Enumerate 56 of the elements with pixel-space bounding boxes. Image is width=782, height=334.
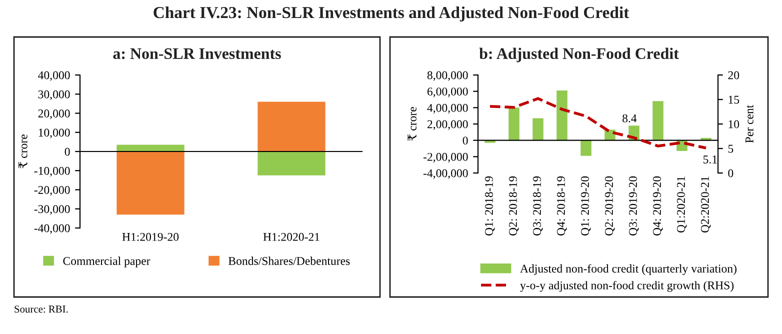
y-tick-label: 0 [64, 148, 70, 156]
y2-tick-label: 20 [728, 71, 740, 80]
y-tick-label: -40,000 [34, 224, 70, 234]
y2-tick-label: 15 [728, 96, 740, 104]
legend-label: Bonds/Shares/Debentures [228, 256, 350, 265]
source-note: Source: RBI. [14, 306, 68, 313]
x-tick-label: Q4: 2019-20 [652, 176, 663, 236]
bar [116, 152, 184, 215]
x-tick-label: Q3: 2019-20 [628, 176, 639, 236]
bar [116, 144, 184, 152]
bar [652, 101, 664, 140]
y-tick-label: 20,000 [38, 109, 70, 120]
y-axis-title: ₹ crore [408, 107, 416, 141]
x-tick-label: Q2: 2018-19 [508, 176, 519, 236]
y2-tick-label: 10 [728, 120, 740, 128]
line-series [488, 97, 708, 150]
y-tick-label: 8,00,000 [427, 71, 468, 81]
y2-axis-title: Per cent [746, 104, 754, 143]
y2-tick-label: 0 [728, 169, 734, 178]
x-tick-label: H1:2019-20 [122, 232, 179, 241]
x-tick-label: Q1: 2019-20 [580, 176, 591, 236]
legend-label: y-o-y adjusted non-food credit growth (RHS) [520, 280, 734, 292]
x-tick-label: Q1: 2018-19 [484, 176, 495, 236]
x-tick-label: Q2: 2019-20 [604, 176, 615, 236]
y-tick-label: 30,000 [38, 90, 70, 100]
bar [508, 108, 520, 140]
y2-tick-label: 5 [728, 144, 734, 153]
chart-title: a: Non-SLR Investments [113, 48, 281, 60]
y-tick-label: 2,00,000 [427, 120, 468, 130]
y-tick-label: -30,000 [34, 205, 70, 215]
x-tick-label: Q2:2020-21 [700, 176, 711, 233]
y-tick-label: 4,00,000 [427, 104, 468, 114]
y-tick-label: 40,000 [38, 71, 70, 81]
bar [556, 90, 568, 140]
x-tick-label: Q3: 2018-19 [532, 176, 543, 236]
y-tick-label: -20,000 [34, 186, 70, 196]
legend-label: Commercial paper [63, 256, 150, 268]
bar [532, 118, 544, 140]
annotation: 8.4 [622, 114, 637, 122]
y-tick-label: 10,000 [38, 128, 70, 138]
x-tick-label: Q1:2020-21 [676, 176, 687, 233]
y-axis-title: ₹ crore [18, 134, 28, 168]
bar [258, 102, 326, 152]
y-tick-label: -2,00,000 [423, 152, 468, 163]
y-tick-label: -4,00,000 [423, 169, 468, 179]
y-tick-label: 6,00,000 [427, 88, 468, 98]
y-tick-label: -10,000 [34, 166, 70, 177]
y-tick-label: 0 [462, 136, 468, 145]
chart-title: b: Adjusted Non-Food Credit [479, 48, 679, 62]
x-tick-label: H1:2020-21 [263, 232, 320, 241]
bar [580, 140, 592, 156]
text: Chart IV.23: Non-SLR Investments and Adjusted Non-Food Credit [154, 6, 630, 22]
legend-label: Adjusted non-food credit (quarterly variation) [520, 264, 736, 276]
x-tick-label: Q4: 2018-19 [556, 176, 567, 236]
annotation: 5.1 [703, 156, 717, 164]
bar [258, 152, 326, 176]
